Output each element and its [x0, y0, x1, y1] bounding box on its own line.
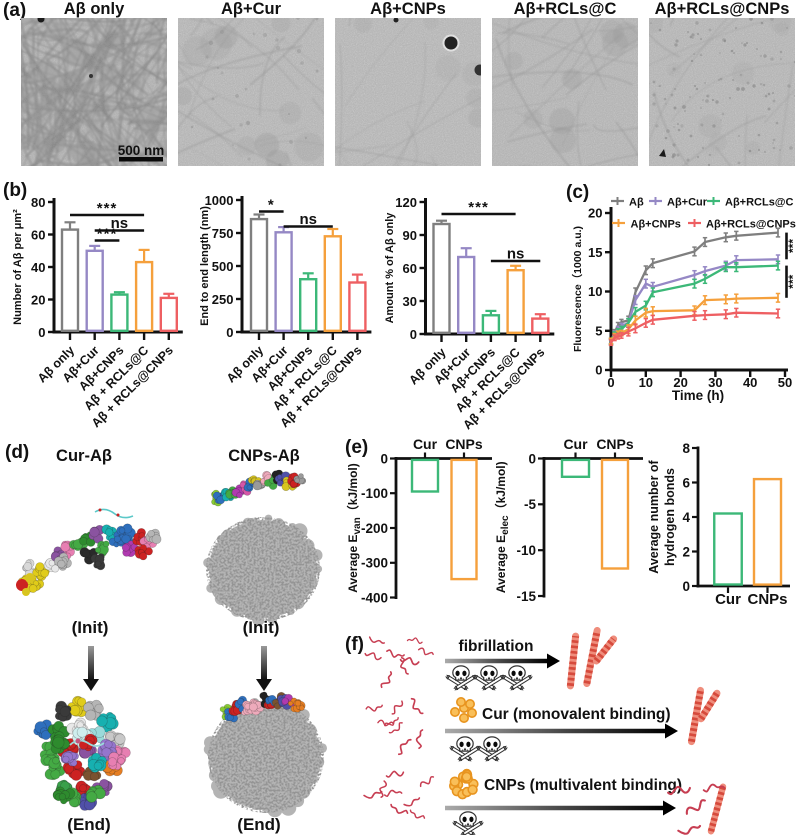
svg-text:1000: 1000: [205, 193, 234, 208]
svg-text:Aβ+RCLs@CNPs: Aβ+RCLs@CNPs: [706, 219, 796, 231]
svg-text:60: 60: [31, 227, 45, 242]
svg-text:0: 0: [595, 363, 602, 378]
svg-text:Aβ+RCLs@C: Aβ+RCLs@C: [725, 197, 794, 209]
svg-text:Aβ: Aβ: [629, 197, 644, 209]
svg-text:5: 5: [595, 323, 602, 338]
svg-text:750: 750: [212, 226, 234, 241]
svg-text:Aβ+Cur: Aβ+Cur: [667, 197, 708, 209]
svg-text:Aβ+CNPs: Aβ+CNPs: [631, 219, 681, 231]
svg-text:(Init): (Init): [243, 618, 280, 637]
svg-text:Cur (monovalent binding): Cur (monovalent binding): [482, 706, 671, 723]
svg-text:Time (h): Time (h): [672, 388, 724, 403]
svg-text:30: 30: [708, 375, 722, 390]
svg-text:Cur: Cur: [715, 591, 741, 608]
svg-text:***: ***: [97, 226, 118, 243]
svg-text:CNPs-Aβ: CNPs-Aβ: [228, 447, 300, 465]
svg-text:90: 90: [403, 228, 417, 243]
svg-text:Average Eelec（kJ/mol): Average Eelec（kJ/mol): [493, 461, 511, 593]
svg-text:fibrillation: fibrillation: [459, 638, 534, 655]
svg-text:Cur: Cur: [563, 436, 588, 452]
svg-text:80: 80: [31, 195, 45, 210]
svg-text:CNPs: CNPs: [747, 591, 787, 608]
svg-text:ns: ns: [111, 215, 129, 232]
svg-text:10: 10: [639, 375, 653, 390]
svg-text:ns: ns: [507, 246, 525, 263]
svg-text:-10: -10: [516, 543, 536, 558]
svg-text:hydrogen bonds: hydrogen bonds: [663, 468, 677, 566]
svg-text:(d): (d): [5, 442, 29, 463]
svg-text:2: 2: [682, 544, 690, 559]
svg-text:-200: -200: [361, 521, 388, 536]
svg-text:0: 0: [528, 451, 536, 466]
svg-text:***: ***: [786, 239, 800, 253]
svg-text:20: 20: [673, 375, 687, 390]
svg-text:ns: ns: [299, 211, 317, 228]
svg-text:Average Evan（kJ/mol): Average Evan（kJ/mol): [345, 463, 363, 593]
svg-text:Average number of: Average number of: [647, 459, 661, 573]
svg-text:-300: -300: [361, 556, 388, 571]
svg-text:20: 20: [588, 206, 602, 221]
svg-text:CNPs (multivalent binding): CNPs (multivalent binding): [484, 777, 682, 794]
svg-text:0: 0: [410, 327, 417, 342]
svg-text:***: ***: [786, 274, 800, 288]
svg-text:0: 0: [607, 375, 614, 390]
svg-text:(End): (End): [237, 815, 280, 834]
svg-text:(a): (a): [3, 0, 26, 21]
svg-text:Aβ+RCLs@CNPs: Aβ+RCLs@CNPs: [655, 0, 790, 18]
svg-text:50: 50: [778, 375, 792, 390]
svg-text:(c): (c): [566, 182, 589, 203]
svg-text:4: 4: [682, 510, 690, 525]
svg-text:20: 20: [31, 292, 45, 307]
svg-text:0: 0: [380, 451, 388, 466]
svg-text:250: 250: [212, 292, 234, 307]
svg-text:-15: -15: [516, 589, 536, 604]
svg-text:0: 0: [682, 579, 690, 594]
svg-text:***: ***: [97, 200, 118, 217]
svg-text:Fluorescence（1000 a.u.): Fluorescence（1000 a.u.): [571, 226, 584, 352]
svg-text:0: 0: [226, 325, 233, 340]
svg-text:Amount % of Aβ only: Amount % of Aβ only: [384, 212, 396, 324]
svg-text:(f): (f): [345, 634, 364, 655]
svg-text:Cur: Cur: [413, 436, 438, 452]
svg-text:500 nm: 500 nm: [118, 143, 165, 158]
svg-text:500: 500: [212, 259, 234, 274]
svg-text:(e): (e): [345, 437, 368, 458]
svg-text:(Init): (Init): [72, 618, 109, 637]
svg-text:-400: -400: [361, 590, 388, 605]
svg-text:120: 120: [395, 195, 417, 210]
svg-text:CNPs: CNPs: [596, 436, 634, 452]
svg-text:Number of Aβ per μm²: Number of Aβ per μm²: [12, 209, 24, 325]
svg-text:60: 60: [403, 261, 417, 276]
svg-text:0: 0: [38, 325, 45, 340]
svg-text:8: 8: [682, 441, 690, 456]
svg-text:Cur-Aβ: Cur-Aβ: [56, 447, 112, 465]
svg-text:40: 40: [743, 375, 757, 390]
svg-text:-5: -5: [524, 497, 536, 512]
svg-text:Aβ+RCLs@C: Aβ+RCLs@C: [514, 0, 617, 18]
svg-text:***: ***: [468, 199, 489, 216]
svg-text:15: 15: [588, 245, 602, 260]
svg-text:(End): (End): [67, 815, 110, 834]
svg-text:CNPs: CNPs: [445, 436, 483, 452]
svg-text:(b): (b): [3, 180, 27, 201]
svg-text:40: 40: [31, 260, 45, 275]
svg-text:6: 6: [682, 475, 690, 490]
svg-text:30: 30: [403, 294, 417, 309]
svg-text:End to end length (nm): End to end length (nm): [199, 206, 211, 326]
svg-text:Aβ+Cur: Aβ+Cur: [221, 0, 282, 18]
svg-text:10: 10: [588, 284, 602, 299]
svg-text:Aβ only: Aβ only: [64, 0, 125, 18]
svg-text:*: *: [268, 197, 275, 214]
svg-text:Aβ+CNPs: Aβ+CNPs: [370, 0, 446, 18]
svg-text:-100: -100: [361, 486, 388, 501]
